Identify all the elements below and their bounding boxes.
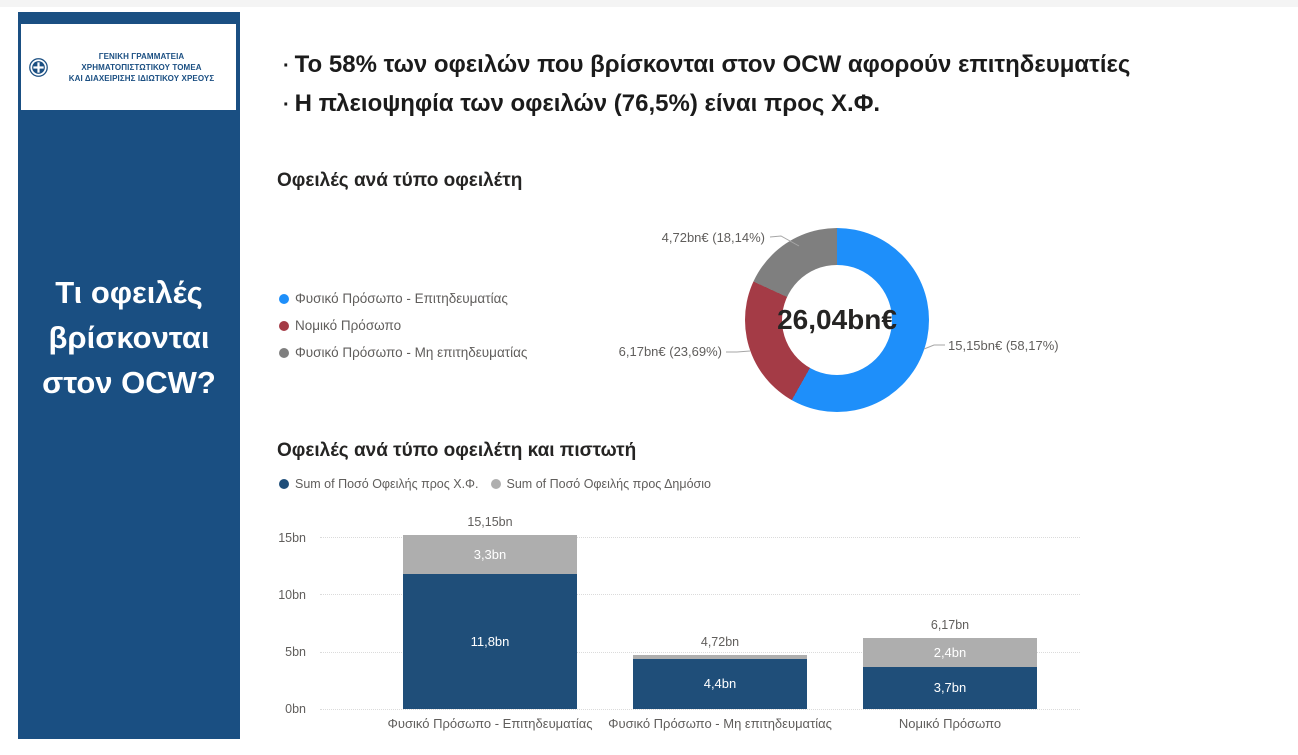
bullet-icon: · (283, 55, 290, 77)
donut-chart-title: Οφειλές ανά τύπο οφειλέτη (277, 170, 523, 191)
page-title: Τι οφειλές βρίσκονται στον OCW? (42, 275, 216, 400)
headline-bullet-2: · Η πλειοψηφία των οφειλών (76,5%) είναι… (283, 85, 1130, 124)
y-axis-tick-10bn: 10bn (278, 588, 306, 602)
page-top-strip (0, 0, 1298, 7)
legend-label: Sum of Ποσό Οφειλής προς Χ.Φ. (295, 477, 479, 491)
donut-label-blue-slice: 15,15bn€ (58,17%) (948, 338, 1059, 353)
headline: · Το 58% των οφειλών που βρίσκονται στον… (283, 46, 1130, 124)
legend-item-series-dimosio[interactable]: Sum of Ποσό Οφειλής προς Δημόσιο (490, 477, 711, 491)
y-axis-tick-0bn: 0bn (285, 702, 306, 716)
gridline-15bn (320, 537, 1080, 538)
bar-segment-xf[interactable]: 3,7bn (863, 666, 1037, 709)
logo-card: ΓΕΝΙΚΗ ΓΡΑΜΜΑΤΕΙΑ ΧΡΗΜΑΤΟΠΙΣΤΩΤΙΚΟΥ ΤΟΜΕ… (21, 24, 236, 110)
bar-fp-epitideumatias[interactable]: 15,15bn 3,3bn 11,8bn (403, 515, 577, 709)
legend-item-fp-epitideumatias[interactable]: Φυσικό Πρόσωπο - Επιτηδευματίας (279, 285, 527, 312)
donut-hole: 26,04bn€ (777, 265, 897, 375)
legend-dot-icon (279, 293, 289, 304)
donut-center-total: 26,04bn€ (777, 304, 897, 335)
legend-label: Φυσικό Πρόσωπο - Επιτηδευματίας (295, 291, 508, 306)
legend-label: Φυσικό Πρόσωπο - Μη επιτηδευματίας (295, 345, 528, 360)
gridline-10bn (320, 594, 1080, 595)
bar-total-label: 6,17bn (930, 618, 970, 633)
sidebar: ΓΕΝΙΚΗ ΓΡΑΜΜΑΤΕΙΑ ΧΡΗΜΑΤΟΠΙΣΤΩΤΙΚΟΥ ΤΟΜΕ… (18, 12, 240, 739)
headline-text-2: Η πλειοψηφία των οφειλών (76,5%) είναι π… (294, 90, 881, 117)
bar-chart-plot-area: 15,15bn 3,3bn 11,8bn 4,72bn 4,4bn 6,17bn… (320, 515, 1080, 710)
x-axis-category-1: Φυσικό Πρόσωπο - Επιτηδευματίας (387, 716, 593, 731)
donut-label-red-slice: 6,17bn€ (23,69%) (618, 344, 722, 359)
greek-government-emblem-icon (29, 57, 48, 77)
legend-label: Νομικό Πρόσωπο (295, 318, 402, 333)
x-axis-category-3: Νομικό Πρόσωπο (898, 716, 1002, 731)
logo-text-line2: ΚΑΙ ΔΙΑΧΕΙΡΙΣΗΣ ΙΔΙΩΤΙΚΟΥ ΧΡΕΟΥΣ (68, 73, 215, 83)
bar-segment-xf[interactable]: 11,8bn (403, 573, 577, 709)
legend-item-series-xf[interactable]: Sum of Ποσό Οφειλής προς Χ.Φ. (279, 477, 479, 491)
bar-nomiko-prosopo[interactable]: 6,17bn 2,4bn 3,7bn (863, 618, 1037, 709)
x-axis-category-2: Φυσικό Πρόσωπο - Μη επιτηδευματίας (608, 716, 832, 731)
legend-dot-icon (490, 479, 501, 489)
donut-chart[interactable]: 26,04bn€ (745, 228, 929, 412)
bar-segment-dimosio[interactable]: 3,3bn (403, 535, 577, 574)
legend-dot-icon (279, 347, 289, 358)
bar-chart-legend: Sum of Ποσό Οφειλής προς Χ.Φ. Sum of Ποσ… (279, 477, 711, 491)
bar-segment-dimosio[interactable]: 2,4bn (863, 638, 1037, 667)
bar-chart-title: Οφειλές ανά τύπο οφειλέτη και πιστωτή (277, 440, 637, 461)
bullet-icon: · (283, 94, 290, 116)
legend-item-fp-mi-epitideumatias[interactable]: Φυσικό Πρόσωπο - Μη επιτηδευματίας (279, 339, 527, 366)
headline-bullet-1: · Το 58% των οφειλών που βρίσκονται στον… (283, 46, 1130, 85)
bar-segment-xf[interactable]: 4,4bn (633, 658, 807, 709)
donut-legend: Φυσικό Πρόσωπο - Επιτηδευματίας Νομικό Π… (279, 285, 527, 366)
donut-label-gray-slice: 4,72bn€ (18,14%) (661, 230, 765, 245)
legend-item-nomiko-prosopo[interactable]: Νομικό Πρόσωπο (279, 312, 527, 339)
logo-text: ΓΕΝΙΚΗ ΓΡΑΜΜΑΤΕΙΑ ΧΡΗΜΑΤΟΠΙΣΤΩΤΙΚΟΥ ΤΟΜΕ… (55, 51, 228, 84)
bar-segment-dimosio[interactable] (633, 654, 807, 659)
headline-text-1: Το 58% των οφειλών που βρίσκονται στον O… (294, 51, 1131, 78)
gridline-5bn (320, 652, 1080, 653)
legend-label: Sum of Ποσό Οφειλής προς Δημόσιο (506, 477, 711, 491)
logo-text-line1: ΓΕΝΙΚΗ ΓΡΑΜΜΑΤΕΙΑ ΧΡΗΜΑΤΟΠΙΣΤΩΤΙΚΟΥ ΤΟΜΕ… (81, 51, 202, 72)
bar-total-label: 15,15bn (467, 515, 513, 530)
bar-total-label: 4,72bn (700, 634, 740, 649)
legend-dot-icon (279, 320, 289, 331)
gridline-0bn (320, 709, 1080, 710)
y-axis-tick-5bn: 5bn (285, 645, 306, 659)
bar-fp-mi-epitideumatias[interactable]: 4,72bn 4,4bn (633, 635, 807, 709)
legend-dot-icon (279, 479, 289, 489)
y-axis-tick-15bn: 15bn (278, 531, 306, 545)
